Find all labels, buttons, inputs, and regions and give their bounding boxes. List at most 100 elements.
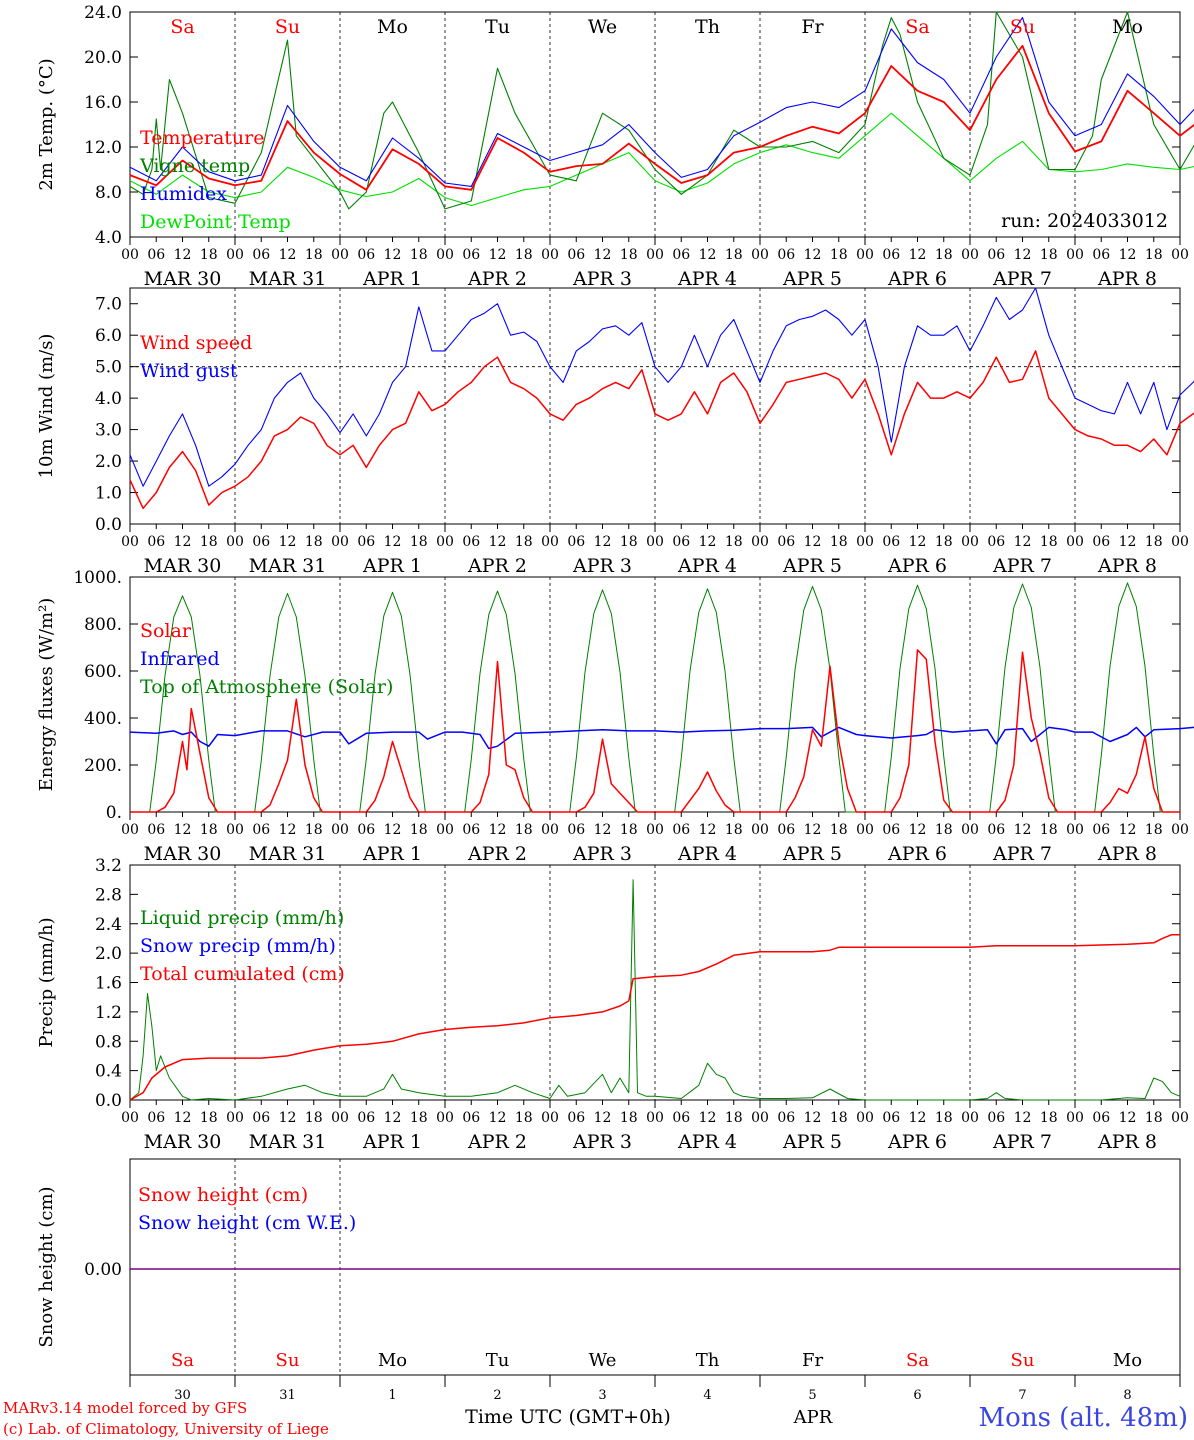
y-tick-label: 4.0: [95, 228, 122, 248]
x-tick-label: 12: [174, 822, 192, 838]
x-tick-label: 00: [751, 1110, 769, 1126]
weekday-label: Sa: [170, 16, 194, 38]
x-tick-label: 18: [515, 247, 533, 263]
y-tick-label: 5.0: [95, 358, 122, 378]
day-number-label: 1: [388, 1388, 396, 1403]
day-date-label: MAR 31: [249, 1131, 327, 1153]
x-tick-label: 12: [384, 822, 402, 838]
day-date-label: APR 3: [572, 268, 632, 290]
x-tick-label: 00: [1171, 1110, 1189, 1126]
x-tick-label: 12: [279, 534, 297, 550]
day-number-label: 6: [913, 1388, 921, 1403]
day-date-label: APR 1: [362, 555, 422, 577]
x-tick-label: 00: [436, 822, 454, 838]
y-tick-label: 800.: [84, 615, 122, 635]
x-tick-label: 12: [489, 247, 507, 263]
day-date-label: MAR 31: [249, 555, 327, 577]
x-tick-label: 06: [1092, 534, 1110, 550]
series-line: [129, 112, 1194, 207]
x-tick-label: 12: [804, 247, 822, 263]
x-tick-label: 00: [541, 247, 559, 263]
day-number-label: 31: [279, 1388, 296, 1403]
x-tick-label: 12: [1014, 247, 1032, 263]
day-date-label: APR 7: [992, 1131, 1052, 1153]
x-tick-label: 06: [462, 534, 480, 550]
x-tick-label: 18: [1145, 1110, 1163, 1126]
day-number-label: 7: [1018, 1388, 1026, 1403]
y-axis-title: Precip (mm/h): [36, 917, 57, 1047]
x-tick-label: 00: [751, 822, 769, 838]
day-date-label: MAR 30: [144, 555, 222, 577]
day-date-label: APR 8: [1097, 843, 1157, 865]
x-tick-label: 06: [672, 1110, 690, 1126]
x-tick-label: 18: [305, 534, 323, 550]
y-tick-label: 24.0: [84, 3, 122, 23]
x-tick-label: 06: [567, 247, 585, 263]
x-tick-label: 00: [436, 247, 454, 263]
x-tick-label: 06: [882, 822, 900, 838]
x-tick-label: 00: [646, 247, 664, 263]
run-label: run: 2024033012: [1001, 210, 1168, 232]
x-tick-label: 12: [174, 1110, 192, 1126]
x-tick-label: 06: [252, 822, 270, 838]
x-tick-label: 12: [174, 247, 192, 263]
x-tick-label: 06: [672, 534, 690, 550]
day-date-label: MAR 30: [144, 843, 222, 865]
x-tick-label: 18: [515, 1110, 533, 1126]
y-tick-label: 0.0: [95, 515, 122, 535]
x-tick-label: 06: [1092, 1110, 1110, 1126]
x-tick-label: 12: [174, 534, 192, 550]
x-tick-label: 06: [777, 822, 795, 838]
x-tick-label: 12: [699, 247, 717, 263]
legend-entry: Solar: [140, 620, 192, 642]
series-line: [129, 17, 1194, 187]
x-tick-label: 18: [1145, 247, 1163, 263]
legend-entry: Snow height (cm): [138, 1184, 308, 1206]
x-tick-label: 12: [384, 247, 402, 263]
weekday-label: We: [588, 16, 617, 38]
x-tick-label: 00: [541, 822, 559, 838]
x-tick-label: 00: [646, 534, 664, 550]
x-tick-label: 12: [909, 1110, 927, 1126]
x-tick-label: 12: [594, 1110, 612, 1126]
y-tick-label: 1.6: [95, 974, 122, 994]
x-tick-label: 00: [121, 534, 139, 550]
series-line: [129, 350, 1194, 510]
x-tick-label: 18: [620, 247, 638, 263]
x-tick-label: 18: [935, 1110, 953, 1126]
weekday-label: Sa: [905, 16, 929, 38]
x-tick-label: 18: [830, 1110, 848, 1126]
legend-entry: Top of Atmosphere (Solar): [140, 676, 393, 698]
x-tick-label: 18: [935, 534, 953, 550]
x-tick-label: 00: [541, 1110, 559, 1126]
day-number-label: 5: [808, 1388, 816, 1403]
day-date-label: MAR 31: [249, 268, 327, 290]
y-tick-label: 2.0: [95, 944, 122, 964]
x-tick-label: 00: [226, 822, 244, 838]
x-tick-label: 06: [882, 1110, 900, 1126]
x-tick-label: 18: [935, 247, 953, 263]
y-tick-label: 7.0: [95, 295, 122, 315]
x-tick-label: 00: [331, 1110, 349, 1126]
x-tick-label: 12: [279, 1110, 297, 1126]
series-line: [129, 11, 1194, 210]
x-tick-label: 18: [1040, 1110, 1058, 1126]
x-tick-label: 18: [1040, 247, 1058, 263]
x-tick-label: 00: [856, 822, 874, 838]
day-date-label: APR 8: [1097, 1131, 1157, 1153]
x-tick-label: 00: [121, 1110, 139, 1126]
x-tick-label: 18: [305, 1110, 323, 1126]
y-tick-label: 0.8: [95, 1032, 122, 1052]
day-date-label: APR 7: [992, 843, 1052, 865]
x-tick-label: 06: [777, 534, 795, 550]
y-tick-label: 6.0: [95, 326, 122, 346]
x-tick-label: 00: [961, 822, 979, 838]
day-date-label: APR 4: [677, 268, 737, 290]
x-tick-label: 18: [200, 1110, 218, 1126]
y-axis-title: Snow height (cm): [36, 1186, 57, 1347]
y-tick-label: 3.0: [95, 421, 122, 441]
month-label: APR: [793, 1407, 833, 1428]
x-tick-label: 06: [462, 247, 480, 263]
day-date-label: MAR 30: [144, 1131, 222, 1153]
